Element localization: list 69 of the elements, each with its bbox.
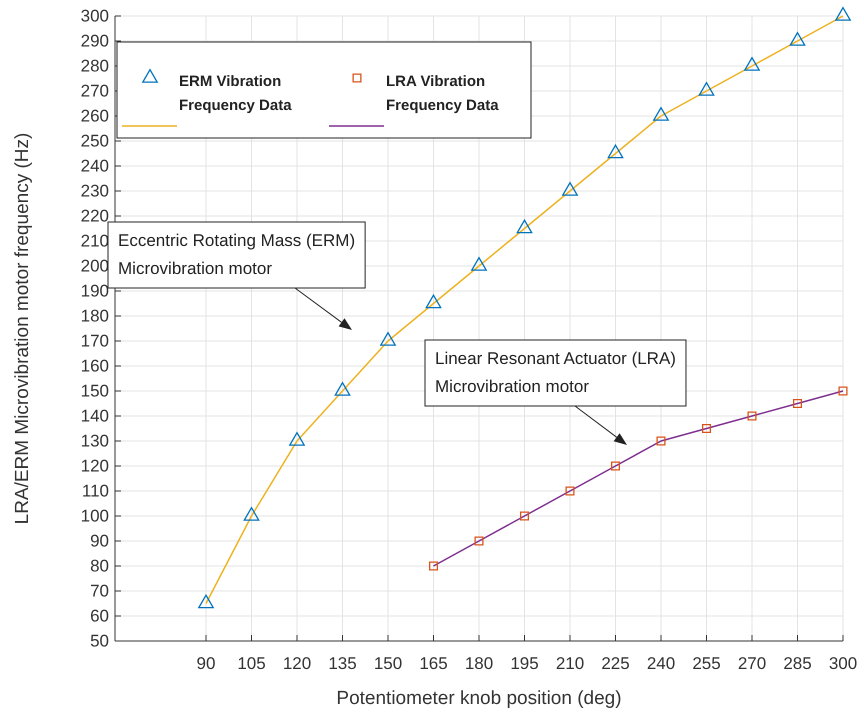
y-tick-label: 70 [90,581,109,600]
y-tick-label: 160 [80,356,109,376]
point [565,486,575,496]
x-tick-label: 150 [374,654,402,674]
point [610,461,620,471]
x-tick-label: 105 [237,654,266,674]
x-tick-label: 195 [510,654,539,674]
y-tick-label: 260 [80,106,109,126]
point [426,294,442,308]
point [334,382,350,396]
point [702,424,712,434]
point [608,144,624,158]
y-axis-title: LRA/ERM Microvibration motor frequency (Hz) [12,132,33,524]
y-tick-label: 140 [80,406,109,426]
x-tick-label: 240 [646,654,676,674]
y-tick-label: 50 [90,631,109,650]
y-tick-label: 240 [80,156,109,176]
y-tick-label: 110 [82,481,109,500]
y-tick-label: 300 [80,6,109,26]
x-tick-label: 120 [282,654,312,674]
y-tick-label: 170 [80,331,109,350]
y-tick-label: 120 [80,456,109,476]
y-tick-label: 150 [80,381,109,400]
y-tick-label: 130 [80,431,109,450]
x-tick-label: 255 [692,654,721,674]
point [838,386,848,396]
point [380,332,396,346]
point [516,220,532,234]
y-tick-label: 250 [80,131,109,150]
point [835,7,851,21]
y-tick-label: 230 [80,181,109,200]
y-tick-label: 90 [90,531,109,550]
point [428,561,438,571]
y-tick-label: 180 [80,306,109,326]
point [792,398,802,408]
x-tick-label: 225 [601,654,630,674]
y-tick-label: 60 [90,606,109,626]
x-axis-title: Potentiometer knob position (deg) [336,688,622,709]
point [520,511,530,521]
point [562,182,578,196]
y-tick-label: 200 [80,256,109,276]
point [747,411,757,421]
y-tick-label: 80 [90,556,109,576]
point [653,107,669,121]
x-tick-label: 135 [328,654,357,674]
x-tick-label: 210 [556,654,584,674]
point [790,32,806,46]
x-tick-label: 270 [738,654,766,674]
point [656,436,666,446]
y-tick-label: 220 [80,206,109,226]
point [744,57,760,71]
x-tick-label: 285 [783,654,812,674]
x-tick-label: 90 [196,654,216,674]
point [474,536,484,546]
x-tick-label: 180 [464,654,494,674]
point [471,257,487,271]
legend-label: ERM Vibration Frequency Data [179,73,292,114]
y-tick-label: 290 [80,31,109,50]
y-tick-label: 100 [80,506,109,526]
point [698,82,714,96]
y-tick-label: 210 [80,231,109,250]
y-tick-label: 190 [80,281,109,300]
annotation: Eccentric Rotating Mass (ERM) Microvibration motor [118,231,356,278]
annotation: Linear Resonant Actuator (LRA) Microvibration motor [435,349,676,396]
y-tick-label: 270 [80,81,109,100]
x-tick-label: 300 [828,654,858,674]
x-tick-label: 165 [419,654,448,674]
legend-label: LRA Vibration Frequency Data [386,73,500,114]
y-tick-label: 280 [80,56,109,76]
